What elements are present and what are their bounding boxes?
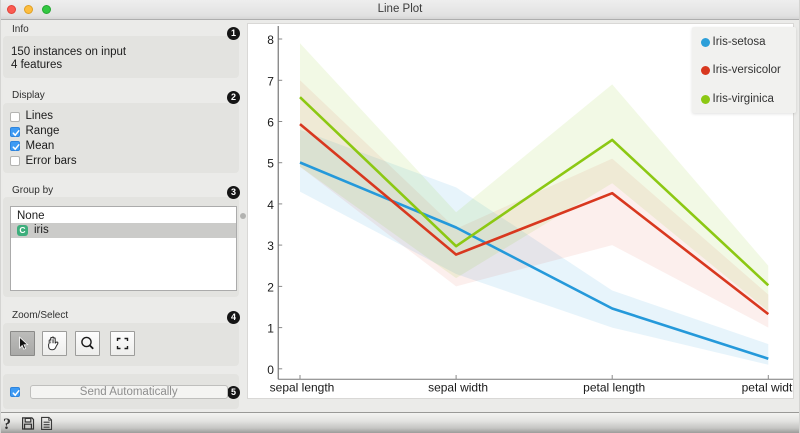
svg-text:8: 8 [267,33,274,47]
svg-text:3: 3 [267,239,274,253]
svg-text:2: 2 [267,280,274,294]
svg-text:sepal length: sepal length [270,381,335,395]
svg-text:5: 5 [267,157,274,171]
svg-text:?: ? [3,416,11,433]
svg-text:6: 6 [267,116,274,130]
svg-text:petal length: petal length [583,381,645,395]
svg-text:7: 7 [267,74,274,88]
svg-text:4: 4 [267,198,274,212]
svg-text:1: 1 [267,322,274,336]
svg-text:petal width: petal width [742,381,793,395]
svg-text:0: 0 [267,363,274,377]
svg-text:sepal width: sepal width [428,381,488,395]
